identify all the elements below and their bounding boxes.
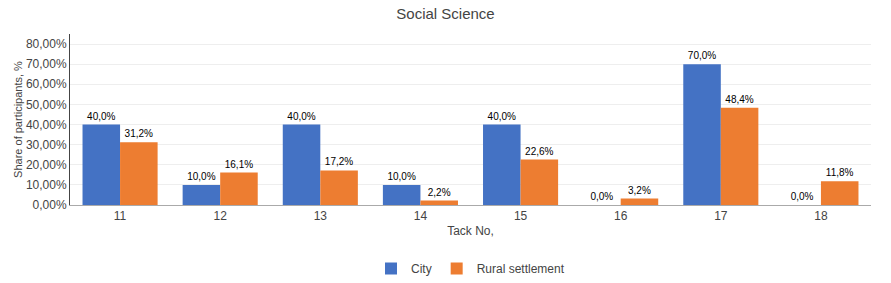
svg-text:10,0%: 10,0% bbox=[187, 171, 215, 182]
svg-text:20,00%: 20,00% bbox=[26, 158, 67, 172]
svg-text:0,0%: 0,0% bbox=[791, 191, 814, 202]
svg-text:17,2%: 17,2% bbox=[325, 156, 353, 167]
svg-text:2,2%: 2,2% bbox=[428, 187, 451, 198]
svg-text:30,00%: 30,00% bbox=[26, 138, 67, 152]
svg-text:16,1%: 16,1% bbox=[225, 159, 253, 170]
svg-text:17: 17 bbox=[714, 209, 728, 223]
svg-text:31,2%: 31,2% bbox=[125, 128, 153, 139]
svg-text:Rural settlement: Rural settlement bbox=[477, 262, 565, 276]
svg-text:10,00%: 10,00% bbox=[26, 178, 67, 192]
svg-text:0,00%: 0,00% bbox=[33, 198, 67, 212]
svg-text:12: 12 bbox=[214, 209, 228, 223]
svg-text:City: City bbox=[411, 262, 432, 276]
svg-text:14: 14 bbox=[414, 209, 428, 223]
svg-text:13: 13 bbox=[314, 209, 328, 223]
svg-text:40,0%: 40,0% bbox=[87, 111, 115, 122]
svg-text:40,0%: 40,0% bbox=[287, 111, 315, 122]
svg-text:0,0%: 0,0% bbox=[590, 191, 613, 202]
svg-text:70,0%: 70,0% bbox=[688, 50, 716, 61]
svg-text:10,0%: 10,0% bbox=[387, 171, 415, 182]
svg-text:22,6%: 22,6% bbox=[525, 146, 553, 157]
svg-text:16: 16 bbox=[614, 209, 628, 223]
svg-text:11,8%: 11,8% bbox=[826, 167, 854, 178]
svg-text:Tack No,: Tack No, bbox=[447, 224, 494, 238]
svg-text:50,00%: 50,00% bbox=[26, 98, 67, 112]
svg-text:18: 18 bbox=[814, 209, 828, 223]
svg-text:70,00%: 70,00% bbox=[26, 57, 67, 71]
svg-text:3,2%: 3,2% bbox=[628, 185, 651, 196]
svg-text:40,0%: 40,0% bbox=[488, 111, 516, 122]
svg-text:80,00%: 80,00% bbox=[26, 37, 67, 51]
svg-text:40,00%: 40,00% bbox=[26, 118, 67, 132]
svg-text:60,00%: 60,00% bbox=[26, 77, 67, 91]
svg-text:11: 11 bbox=[114, 209, 127, 223]
svg-text:48,4%: 48,4% bbox=[725, 94, 753, 105]
svg-text:Social Science: Social Science bbox=[396, 5, 494, 22]
svg-text:Share of participants, %: Share of participants, % bbox=[12, 61, 24, 178]
svg-text:15: 15 bbox=[514, 209, 528, 223]
